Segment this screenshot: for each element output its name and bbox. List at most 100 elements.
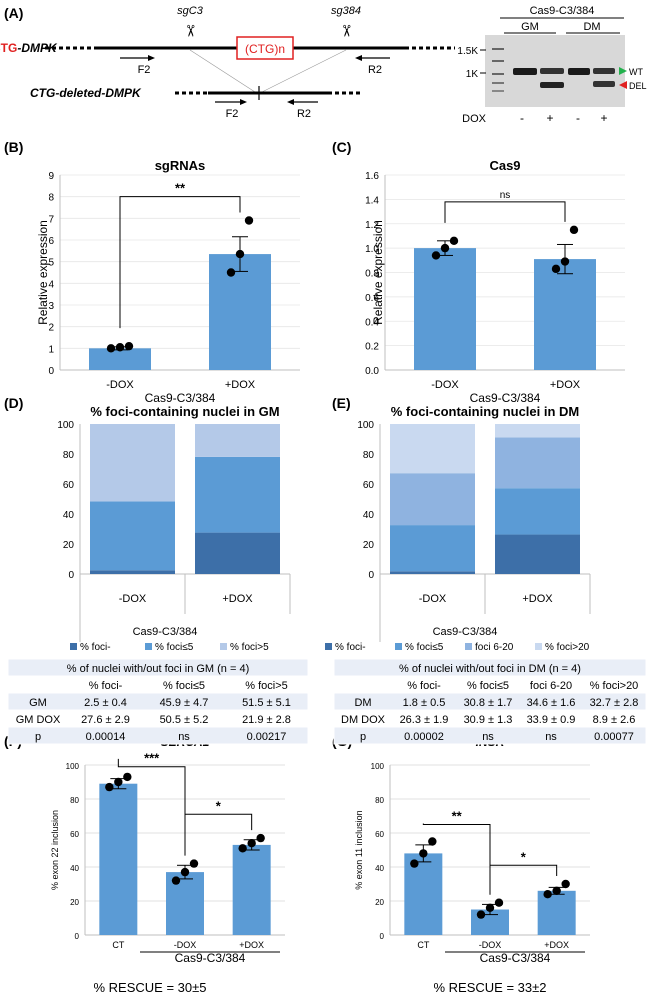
y-axis-label: Relative expression xyxy=(371,220,385,325)
significance-label: ns xyxy=(500,190,511,201)
primer-f-arrowhead xyxy=(148,55,155,61)
wt-arrow-icon xyxy=(619,67,627,75)
foci-table-gm: % of nuclei with/out foci in GM (n = 4)%… xyxy=(7,658,309,745)
ladder-band-2 xyxy=(492,60,504,62)
legend-swatch xyxy=(395,643,402,650)
stacked-bar-segment xyxy=(195,532,280,574)
data-point xyxy=(106,344,116,353)
significance-bracket xyxy=(117,758,186,856)
y-tick-label: 60 xyxy=(70,830,79,839)
x-tick-label: +DOX xyxy=(225,379,256,391)
locus-label-dmpk: -DMPK xyxy=(17,41,58,55)
wt-band-lane1 xyxy=(513,68,537,75)
chart-foci-dm: % foci-containing nuclei in DM 0 20 40 60 80 1… xyxy=(325,404,591,653)
primer-r-arrowhead xyxy=(355,55,362,61)
table-cell: 33.9 ± 0.9 xyxy=(527,714,576,726)
bar xyxy=(209,254,271,370)
legend-swatch xyxy=(145,643,152,650)
table-cell: 0.00077 xyxy=(594,731,634,743)
gel-title: Cas9-C3/384 xyxy=(530,5,595,17)
scissors-icon-left: ✂ xyxy=(181,24,198,37)
data-point xyxy=(410,859,419,868)
y-tick-label: 3 xyxy=(48,301,54,312)
table-header: % foci≤5 xyxy=(467,680,509,692)
table-cell: p xyxy=(35,731,41,743)
ladder-label-1-5k: 1.5K xyxy=(457,46,478,57)
y-tick-label: 40 xyxy=(363,510,375,521)
x-tick-label: -DOX xyxy=(106,379,134,391)
legend-label: % foci≤5 xyxy=(155,642,194,653)
legend-label: % foci- xyxy=(80,642,111,653)
data-point xyxy=(551,264,561,274)
legend-swatch xyxy=(70,643,77,650)
y-tick-label: 100 xyxy=(357,420,374,431)
primer-f2-deleted-head xyxy=(240,99,247,105)
table-cell: 0.00217 xyxy=(247,731,287,743)
table-cell: GM DOX xyxy=(16,714,61,726)
y-tick-label: 40 xyxy=(70,864,79,873)
y-tick-label: 0.6 xyxy=(365,293,379,304)
y-tick-label: 80 xyxy=(70,796,79,805)
gel-group-gm: GM xyxy=(521,21,539,33)
y-axis-label: % exon 22 inclusion xyxy=(50,810,60,890)
bar xyxy=(232,844,271,935)
y-tick-label: 0.8 xyxy=(365,269,379,280)
stacked-bar-segment xyxy=(195,456,280,533)
y-tick-label: 100 xyxy=(66,762,80,771)
data-point xyxy=(189,859,199,868)
stacked-bar-segment xyxy=(495,424,580,438)
table-cell: 0.00014 xyxy=(86,731,126,743)
table-cell: DM DOX xyxy=(341,714,386,726)
primer-f-deleted-label: F2 xyxy=(226,108,239,120)
y-tick-label: 0 xyxy=(75,932,80,941)
data-point xyxy=(114,777,123,787)
table-cell: 21.9 ± 2.8 xyxy=(242,714,291,726)
y-tick-label: 0.0 xyxy=(365,366,379,377)
x-tick-label: +DOX xyxy=(239,940,264,950)
data-point xyxy=(235,249,245,259)
chart-title: % foci-containing nuclei in DM xyxy=(391,404,580,419)
y-tick-label: 100 xyxy=(57,420,74,431)
x-tick-label: +DOX xyxy=(222,593,253,605)
panel-letter-b: (B) xyxy=(4,139,23,155)
deletion-guide-right xyxy=(261,49,347,93)
ladder-band-5 xyxy=(492,90,504,92)
y-tick-label: 40 xyxy=(63,510,75,521)
data-point xyxy=(226,268,236,277)
gel-lane-sign-4: + xyxy=(600,111,607,125)
significance-bracket xyxy=(444,201,566,223)
y-tick-label: 100 xyxy=(371,762,385,771)
stacked-bar-segment xyxy=(90,501,175,571)
table-header: % foci≤5 xyxy=(163,680,205,692)
table-cell: 8.9 ± 2.6 xyxy=(593,714,636,726)
chart-sgrnas: sgRNAs 0 1 2 3 4 5 6 7 8 9 -DOX +DOX Relative express… xyxy=(36,158,300,405)
gel-lane-sign-2: + xyxy=(546,111,553,125)
table-cell: 34.6 ± 1.6 xyxy=(527,697,576,709)
y-tick-label: 80 xyxy=(63,450,75,461)
table-cell: 0.00002 xyxy=(404,731,444,743)
data-point xyxy=(552,886,561,895)
y-tick-label: 60 xyxy=(63,480,75,491)
gel-dox-label: DOX xyxy=(462,113,487,125)
gel-lane-sign-3: - xyxy=(576,111,580,125)
data-point xyxy=(431,251,441,260)
x-tick-label: -DOX xyxy=(431,379,459,391)
y-tick-label: 7 xyxy=(48,214,54,225)
significance-label: ** xyxy=(175,181,186,196)
locus-label-ctg: CTG xyxy=(0,41,17,55)
wt-band-lane3 xyxy=(568,68,590,75)
legend-swatch xyxy=(220,643,227,650)
table-cell: 50.5 ± 5.2 xyxy=(160,714,209,726)
y-tick-label: 0 xyxy=(68,570,74,581)
table-header: foci 6-20 xyxy=(530,680,572,692)
primer-r2-deleted-head xyxy=(287,99,294,105)
data-point xyxy=(180,867,190,877)
stacked-bar-segment xyxy=(195,424,280,457)
y-tick-label: 0.4 xyxy=(365,317,379,328)
stacked-bar-segment xyxy=(495,534,580,574)
x-tick-label: -DOX xyxy=(174,940,197,950)
del-band-lane2 xyxy=(540,82,564,88)
y-tick-label: 20 xyxy=(363,540,375,551)
table-cell: 26.3 ± 1.9 xyxy=(400,714,449,726)
data-point xyxy=(476,910,486,919)
